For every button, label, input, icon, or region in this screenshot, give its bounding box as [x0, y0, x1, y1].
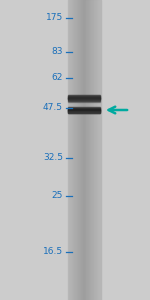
- Bar: [100, 0, 150, 300]
- Bar: [68, 110, 100, 111]
- Text: 32.5: 32.5: [43, 154, 63, 163]
- Bar: [85, 0, 86, 300]
- Bar: [68, 96, 100, 97]
- Bar: [76, 0, 77, 300]
- Bar: [79, 0, 81, 300]
- Bar: [90, 0, 91, 300]
- Text: 25: 25: [52, 191, 63, 200]
- Bar: [78, 0, 80, 300]
- Bar: [98, 0, 100, 300]
- Text: 83: 83: [51, 47, 63, 56]
- Bar: [94, 0, 95, 300]
- Bar: [96, 0, 97, 300]
- Bar: [81, 0, 82, 300]
- Bar: [78, 0, 79, 300]
- Text: 47.5: 47.5: [43, 103, 63, 112]
- Bar: [68, 96, 100, 97]
- Bar: [97, 0, 98, 300]
- Bar: [68, 109, 100, 110]
- Bar: [68, 97, 100, 98]
- Bar: [82, 0, 83, 300]
- Bar: [68, 94, 100, 95]
- Bar: [87, 0, 88, 300]
- Bar: [68, 98, 100, 99]
- Bar: [68, 112, 100, 113]
- Bar: [68, 99, 100, 100]
- Bar: [83, 0, 84, 300]
- Bar: [0, 0, 68, 300]
- Bar: [77, 0, 78, 300]
- Bar: [93, 0, 94, 300]
- Bar: [98, 0, 99, 300]
- Bar: [80, 0, 81, 300]
- Bar: [68, 95, 100, 96]
- Bar: [75, 0, 76, 300]
- Text: 175: 175: [46, 14, 63, 22]
- Bar: [84, 0, 85, 300]
- Bar: [68, 0, 69, 300]
- Bar: [68, 112, 100, 113]
- Bar: [68, 107, 100, 108]
- Bar: [68, 107, 100, 108]
- Bar: [70, 0, 72, 300]
- Bar: [68, 100, 100, 101]
- Bar: [68, 108, 100, 109]
- Bar: [68, 111, 100, 112]
- Bar: [74, 0, 75, 300]
- Bar: [82, 0, 84, 300]
- Bar: [95, 0, 96, 300]
- Bar: [71, 0, 72, 300]
- Bar: [94, 0, 96, 300]
- Bar: [68, 108, 100, 109]
- Bar: [99, 0, 100, 300]
- Bar: [68, 111, 100, 112]
- Bar: [68, 101, 100, 102]
- Bar: [86, 0, 88, 300]
- Bar: [73, 0, 74, 300]
- Bar: [86, 0, 87, 300]
- Bar: [68, 100, 100, 101]
- Bar: [74, 0, 76, 300]
- Bar: [68, 97, 100, 98]
- Bar: [91, 0, 93, 300]
- Bar: [68, 100, 100, 101]
- Bar: [89, 0, 90, 300]
- Bar: [70, 0, 71, 300]
- Text: 62: 62: [52, 74, 63, 82]
- Bar: [68, 95, 100, 96]
- Bar: [72, 0, 73, 300]
- Bar: [90, 0, 92, 300]
- Text: 16.5: 16.5: [43, 248, 63, 256]
- Bar: [88, 0, 89, 300]
- Bar: [68, 99, 100, 100]
- Bar: [92, 0, 93, 300]
- Bar: [69, 0, 70, 300]
